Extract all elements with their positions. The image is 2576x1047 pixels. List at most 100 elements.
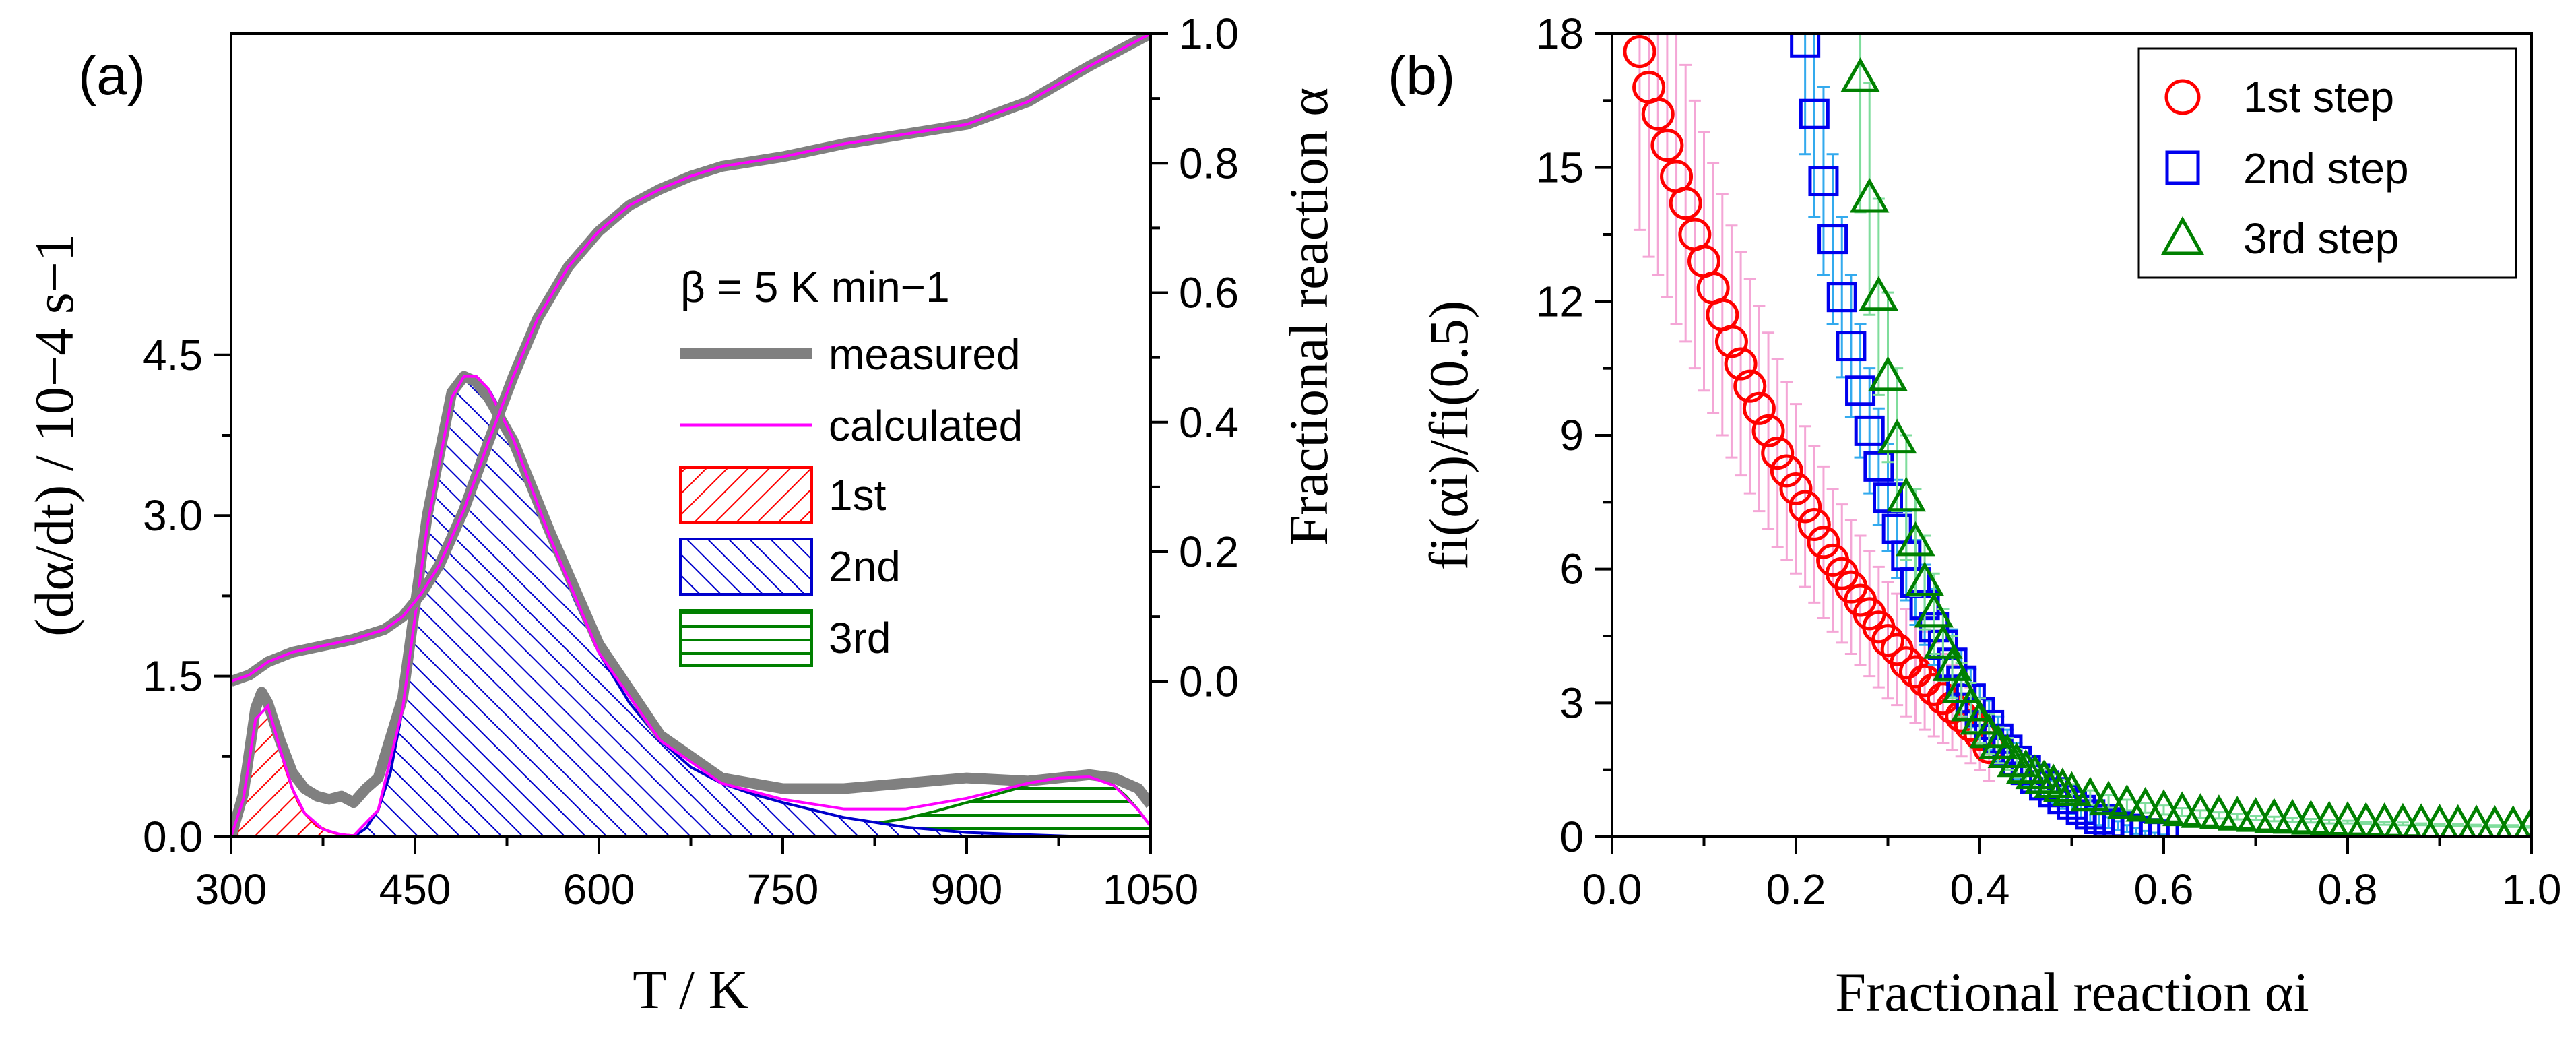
panel-a-right-y-axis: 0.0 0.2 0.4 0.6 0.8 1.0 — [1151, 9, 1239, 705]
panel-b-y-axis: 0 3 6 9 12 15 18 — [1536, 9, 1612, 861]
step2-point — [1790, 34, 1821, 58]
legend-step1-label: 1st — [829, 471, 887, 519]
panel-a-legend: β = 5 K min−1 measured calculated 1st 2n… — [679, 263, 1023, 667]
panel-b-legend-box — [2137, 47, 2517, 279]
right-y-tick-label: 0.2 — [1179, 528, 1239, 576]
step3-point — [2015, 754, 2055, 790]
legend-step2-swatch — [679, 538, 813, 596]
step2-point — [1808, 166, 1839, 197]
right-y-tick-label: 0.6 — [1179, 269, 1239, 317]
step1-point — [1770, 454, 1803, 488]
step3-point — [2291, 800, 2331, 835]
step1-point — [1623, 34, 1656, 68]
step2-point — [1826, 282, 1857, 313]
step3-point — [1904, 561, 1945, 597]
right-y-tick-label: 0.0 — [1179, 657, 1239, 705]
panel-a-left-y-axis-title: (dα/dt) / 10−4 s−1 — [24, 234, 85, 637]
x-tick-label: 0.8 — [2318, 865, 2378, 914]
y-tick-label: 9 — [1559, 411, 1584, 459]
x-tick-label: 1.0 — [2502, 865, 2562, 914]
step3-point — [1932, 646, 1972, 681]
step1-point — [1779, 472, 1813, 505]
step2-point — [1836, 331, 1867, 362]
step3-point — [1886, 476, 1927, 512]
step3-point — [2125, 786, 2165, 822]
step3-point — [2254, 798, 2294, 833]
x-tick-label: 600 — [563, 865, 635, 914]
step1-point — [1789, 490, 1822, 524]
step3-point — [2033, 763, 2073, 799]
panel-a-label: (a) — [78, 45, 146, 106]
step2-point — [1817, 224, 1848, 255]
x-tick-label: 1050 — [1103, 865, 1198, 914]
x-tick-label: 0.4 — [1950, 865, 2010, 914]
y-tick-label: 0 — [1559, 813, 1584, 861]
step3-point — [2236, 797, 2276, 832]
legend-measured-label: measured — [829, 330, 1021, 379]
step2-point — [1799, 98, 1830, 129]
legend-step3-swatch — [679, 609, 813, 667]
left-y-tick-label: 3.0 — [143, 491, 203, 540]
step1-point — [1871, 624, 1904, 658]
legend-heating-rate: β = 5 K min−1 — [680, 263, 950, 311]
step3-point — [2217, 796, 2257, 831]
panel-b-y-axis-title: fi(αi)/fi(0.5) — [1418, 300, 1479, 570]
legend-2nd-step-marker — [2165, 150, 2200, 185]
step1-point — [1669, 187, 1702, 220]
left-y-tick-label: 0.0 — [143, 813, 203, 861]
x-tick-label: 750 — [747, 865, 819, 914]
panel-b-x-axis-title: Fractional reaction αi — [1835, 961, 2309, 1023]
legend-step1-swatch — [679, 466, 813, 524]
step1-point — [1797, 507, 1831, 541]
legend-step3-label: 3rd — [829, 614, 891, 662]
legend-1st-step-label: 1st step — [2243, 73, 2394, 121]
x-tick-label: 0.2 — [1766, 865, 1826, 914]
panel-a-left-y-axis: 0.0 1.5 3.0 4.5 — [143, 331, 231, 861]
panel-b-legend: 1st step 2nd step 3rd step — [2137, 47, 2517, 279]
step3-point — [1914, 592, 1954, 628]
step1-point — [1714, 325, 1748, 358]
step3-point — [2088, 780, 2129, 816]
x-tick-label: 0.6 — [2134, 865, 2194, 914]
step3-point — [2005, 749, 2046, 784]
step2-point — [1854, 415, 1885, 446]
step1-point — [1751, 414, 1785, 447]
step1-point — [1650, 129, 1684, 162]
y-tick-label: 15 — [1536, 144, 1584, 192]
step3-point — [2107, 784, 2147, 819]
panel-b-x-axis: 0.0 0.2 0.4 0.6 0.8 1.0 — [1582, 837, 2562, 914]
step1-point — [1742, 391, 1776, 425]
legend-1st-step-marker — [2164, 79, 2201, 115]
step3-point — [2052, 771, 2092, 806]
y-tick-label: 3 — [1559, 678, 1584, 727]
panel-a-x-axis: 300 450 600 750 900 1050 — [195, 837, 1198, 914]
panel-a: 300 450 600 750 900 1050 0.01.53.04.5 0.00.20… — [24, 9, 1339, 1020]
step3-point — [2199, 794, 2239, 829]
right-y-tick-label: 1.0 — [1179, 9, 1239, 58]
legend-3rd-step-marker — [2160, 216, 2205, 255]
step1-point — [1641, 97, 1675, 131]
step3-point — [2144, 789, 2184, 824]
step3-point — [1840, 57, 1880, 92]
step3-point — [2513, 805, 2532, 837]
y-tick-label: 12 — [1536, 277, 1584, 325]
step1-point — [1898, 655, 1932, 689]
step3-point — [1859, 276, 1899, 311]
step3-point — [1849, 177, 1890, 213]
panel-b-plot-area — [1623, 34, 2532, 837]
step3-point — [1978, 724, 2018, 759]
right-y-tick-label: 0.4 — [1179, 398, 1239, 447]
right-y-tick-label: 0.8 — [1179, 139, 1239, 187]
step1-point — [1733, 369, 1767, 403]
step3-point — [2272, 798, 2313, 834]
step3-point — [1896, 521, 1935, 557]
step3-point — [1941, 668, 1981, 703]
step3-point — [2181, 793, 2220, 828]
x-tick-label: 300 — [195, 865, 267, 914]
x-tick-label: 900 — [931, 865, 1003, 914]
step3-point — [1868, 356, 1908, 391]
step3-point — [1997, 742, 2036, 778]
step3-point — [2327, 801, 2368, 836]
x-tick-label: 0.0 — [1582, 865, 1642, 914]
